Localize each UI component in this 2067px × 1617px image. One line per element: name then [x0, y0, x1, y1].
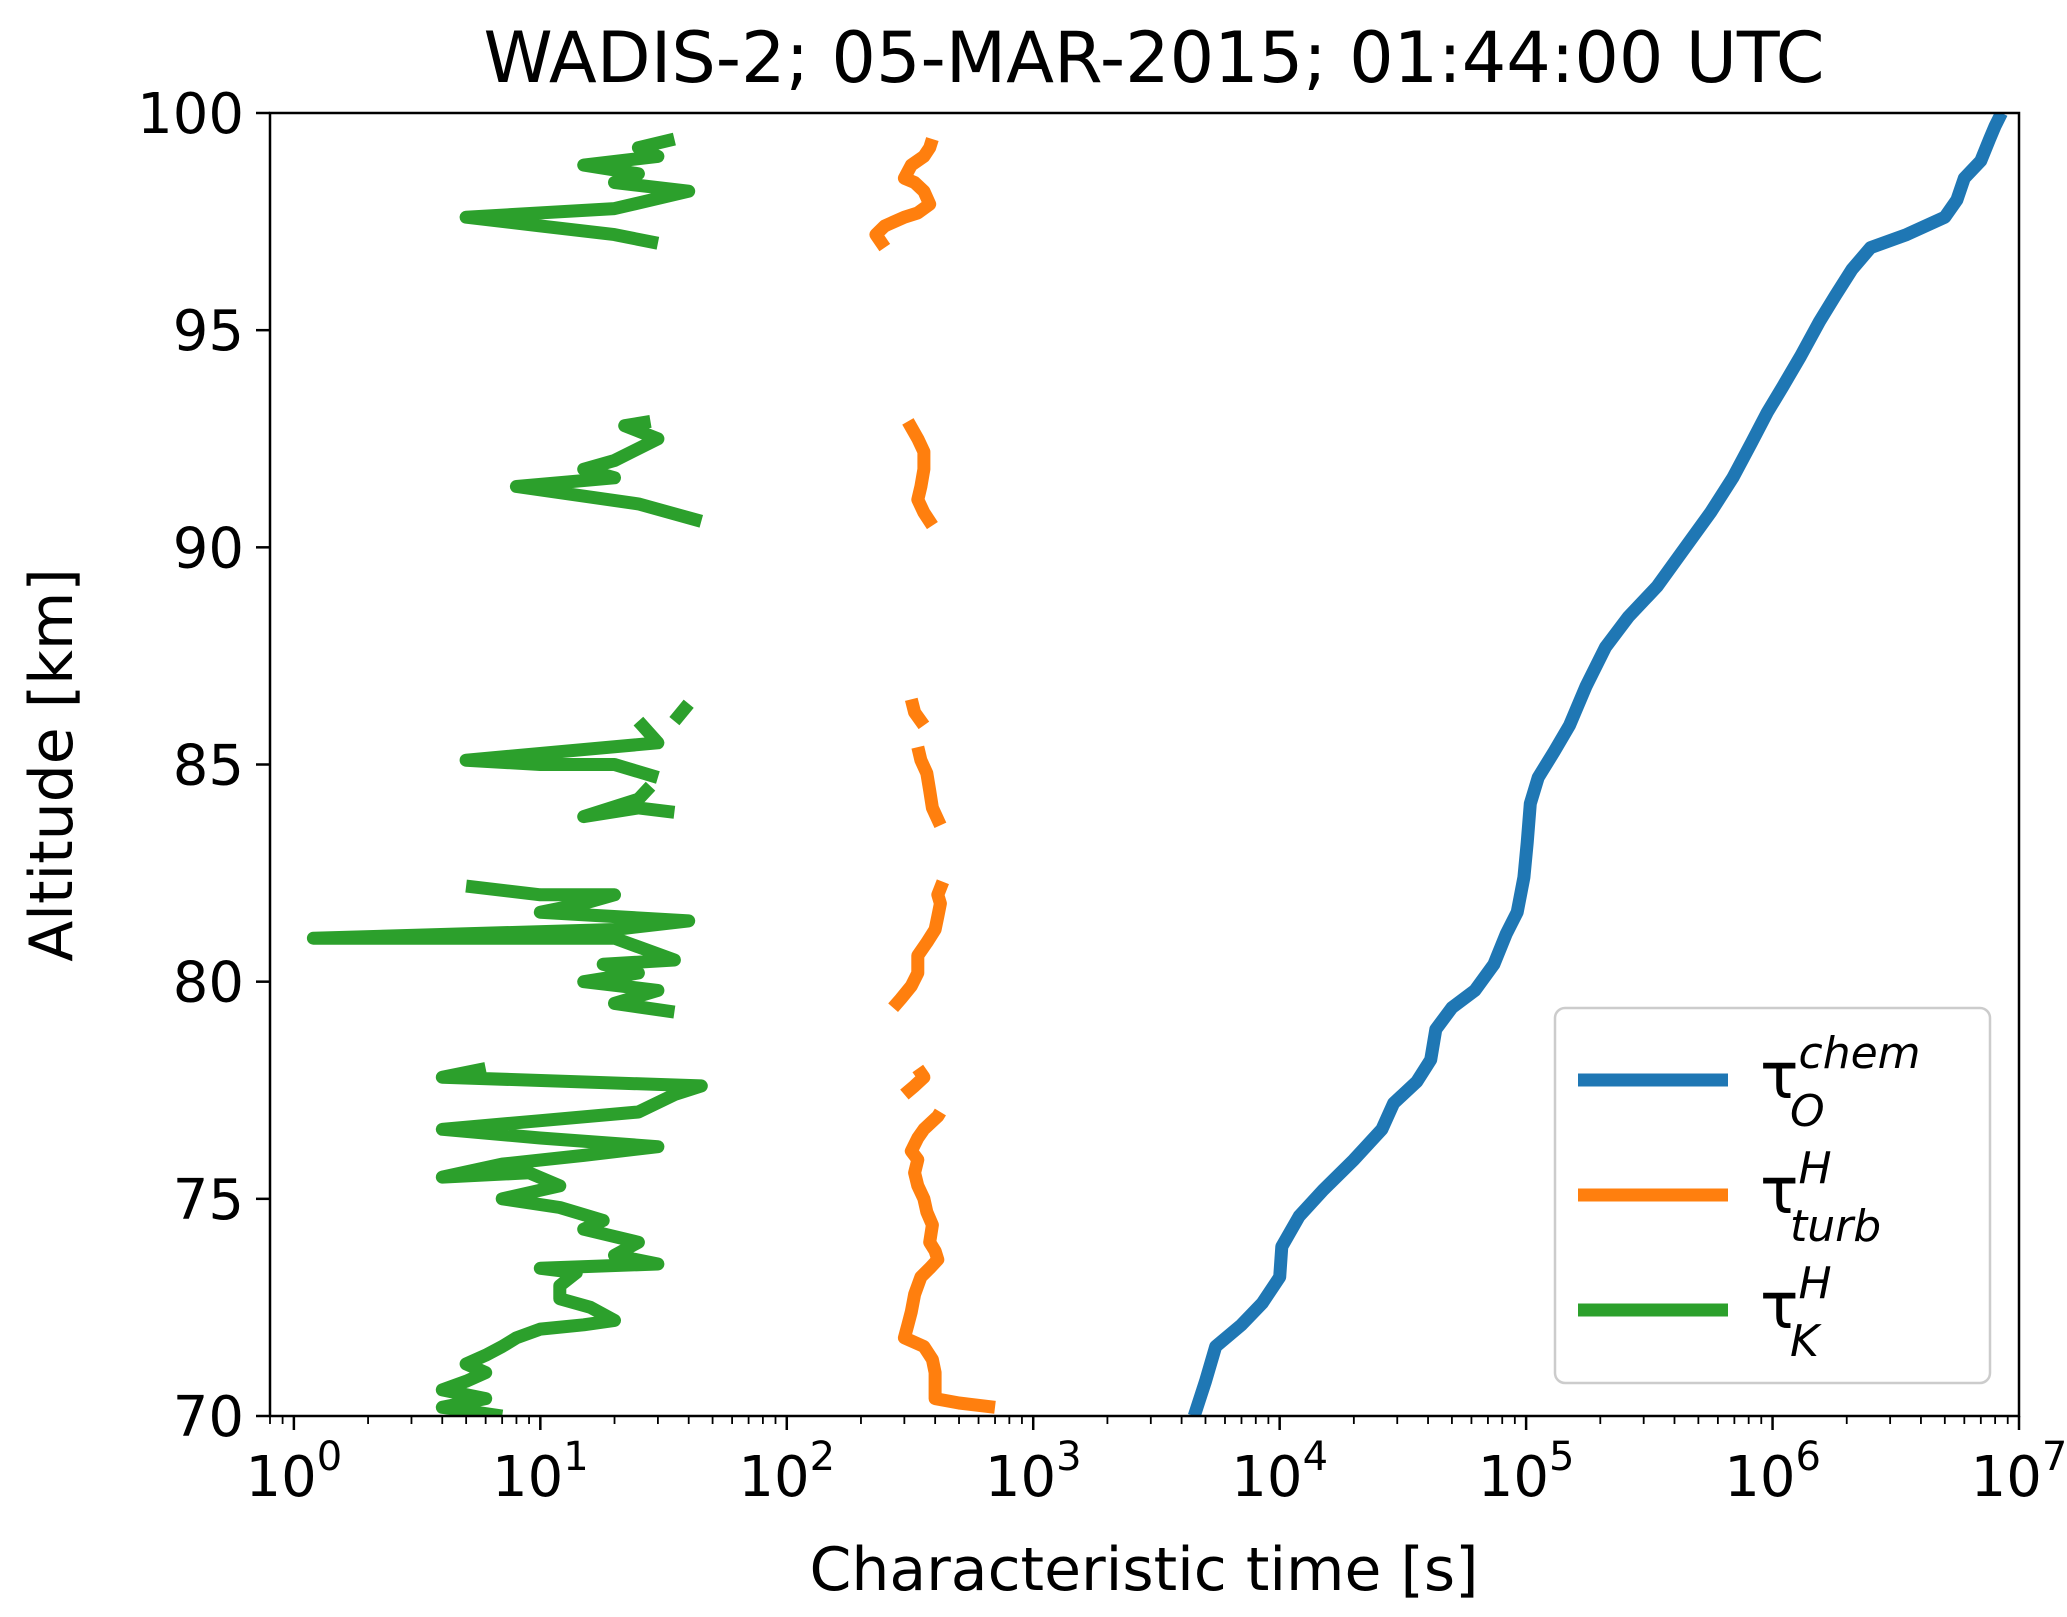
series-tau_K-segment-3 [459, 716, 665, 784]
x-tick-label: 101 [492, 1434, 589, 1510]
legend-label-tau_chem: τchem O [1760, 1028, 1921, 1137]
series-tau_turb-segment-5 [902, 418, 938, 530]
x-tick-label: 103 [985, 1434, 1082, 1510]
x-tick-label: 104 [1231, 1434, 1328, 1510]
x-tick-label: 102 [738, 1434, 835, 1510]
y-tick-label: 75 [173, 1168, 244, 1233]
series-tau_K-segment-6 [459, 132, 696, 250]
x-tick-label: 107 [1971, 1434, 2067, 1510]
x-tick-label: 100 [246, 1434, 343, 1510]
plot-area [306, 113, 2008, 1416]
series-tau_turb-segment-0 [897, 1108, 996, 1414]
x-tick-label: 105 [1478, 1434, 1575, 1510]
y-tick-label: 100 [137, 82, 244, 147]
series-tau_chem-segment-0 [1188, 113, 2008, 1416]
legend-box [1553, 1006, 1992, 1385]
series-tau_chem [1188, 113, 2008, 1416]
x-axis-label: Characteristic time [s] [809, 1535, 1478, 1605]
series-tau_K [306, 132, 708, 1416]
series-tau_turb-segment-2 [888, 879, 949, 1012]
y-axis-label: Altitude [km] [17, 568, 87, 962]
y-tick-label: 90 [173, 516, 244, 581]
series-tau_K-segment-1 [306, 879, 696, 1019]
y-tick-label: 80 [173, 951, 244, 1016]
legend-label-tau_K: τH K [1760, 1258, 1832, 1367]
series-tau_K-segment-4 [669, 699, 694, 726]
series-tau_turb-segment-1 [900, 1064, 931, 1100]
y-tick-label: 70 [173, 1385, 244, 1450]
series-tau_K-segment-2 [577, 781, 676, 824]
legend-label-tau_turb: τH turb [1760, 1143, 1881, 1252]
series-tau_K-segment-0 [435, 1062, 708, 1416]
y-axis: 70 75 80 85 90 95 100 [137, 82, 270, 1450]
y-tick-label: 85 [173, 734, 244, 799]
series-tau_K-segment-5 [509, 414, 704, 528]
series-tau_turb-segment-4 [904, 697, 930, 730]
x-axis: 100 101 102 103 104 105 106 107 [246, 1416, 2067, 1510]
series-tau_turb-segment-3 [911, 745, 947, 829]
y-tick-label: 95 [173, 299, 244, 364]
x-tick-label: 106 [1724, 1434, 1821, 1510]
series-tau_turb [869, 137, 996, 1414]
chart-title: WADIS-2; 05-MAR-2015; 01:44:00 UTC [484, 17, 1825, 99]
series-tau_turb-segment-6 [869, 137, 939, 252]
